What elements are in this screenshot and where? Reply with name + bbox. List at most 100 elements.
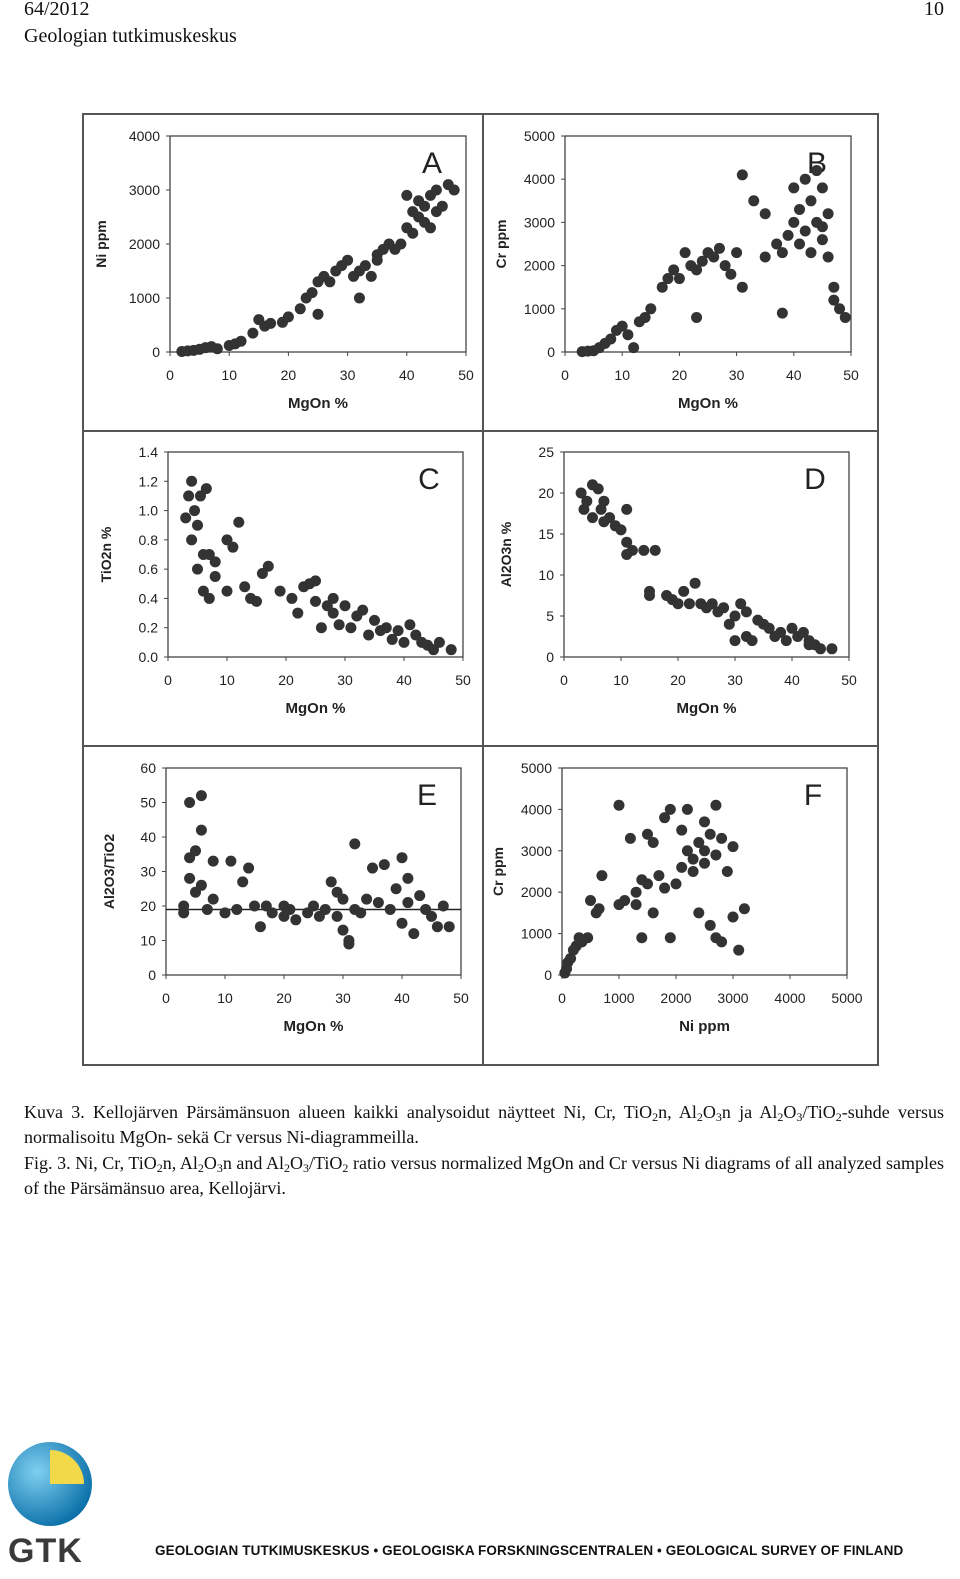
caption-text: Fig. 3. Ni, Cr, TiO — [24, 1153, 157, 1173]
data-point — [725, 268, 737, 280]
data-point — [345, 622, 357, 634]
x-tick-label: 0 — [558, 990, 566, 1006]
data-point — [622, 329, 634, 341]
data-point — [308, 900, 319, 912]
logo-text: GTK — [8, 1532, 83, 1570]
y-tick-label: 5000 — [521, 760, 552, 776]
x-tick-label: 10 — [614, 367, 630, 383]
data-point — [200, 483, 212, 495]
x-tick-label: 20 — [672, 367, 688, 383]
data-point — [759, 251, 771, 263]
data-point — [312, 308, 324, 320]
data-point — [380, 622, 392, 634]
data-point — [763, 622, 775, 634]
data-point — [626, 544, 638, 556]
data-point — [644, 590, 655, 601]
page-number: 10 — [924, 0, 944, 20]
x-axis-label: MgOn % — [288, 395, 348, 412]
data-point — [448, 184, 460, 196]
data-point — [282, 311, 294, 323]
data-point — [699, 857, 710, 869]
x-tick-label: 30 — [727, 672, 743, 688]
data-point — [670, 878, 682, 890]
data-point — [713, 242, 725, 254]
data-point — [565, 952, 577, 964]
data-point — [585, 894, 596, 906]
x-tick-label: 10 — [221, 367, 237, 383]
data-point — [642, 828, 653, 840]
data-point — [404, 619, 416, 631]
caption-text: n ja Al — [721, 1102, 778, 1122]
data-point — [710, 849, 722, 861]
x-tick-label: 10 — [219, 672, 235, 688]
data-point — [190, 845, 201, 857]
data-point — [645, 303, 657, 315]
x-tick-label: 0 — [561, 367, 569, 383]
data-point — [361, 893, 373, 905]
data-point — [794, 203, 806, 215]
data-point — [211, 343, 223, 355]
data-point — [436, 200, 448, 212]
x-tick-label: 2000 — [660, 990, 691, 1006]
y-tick-label: 20 — [538, 485, 554, 501]
data-point — [337, 893, 349, 905]
x-tick-label: 20 — [281, 367, 297, 383]
footer-text: GEOLOGIAN TUTKIMUSKESKUS • GEOLOGISKA FO… — [155, 1543, 904, 1558]
data-point — [834, 303, 846, 315]
y-tick-label: 0.4 — [139, 590, 159, 606]
data-point — [396, 852, 408, 864]
data-point — [731, 247, 743, 259]
data-point — [693, 907, 705, 919]
data-point — [372, 897, 384, 909]
y-tick-label: 1.2 — [139, 473, 159, 489]
subscript: 3 — [303, 1161, 310, 1175]
data-point — [231, 903, 243, 915]
data-point — [221, 534, 233, 546]
data-point — [209, 556, 221, 568]
data-point — [679, 247, 691, 259]
data-point — [575, 487, 587, 499]
data-point — [333, 619, 345, 631]
data-point — [306, 287, 318, 299]
data-point — [445, 644, 457, 656]
data-point — [839, 311, 851, 323]
data-point — [371, 254, 383, 266]
y-tick-label: 1000 — [129, 290, 160, 306]
x-tick-label: 40 — [396, 672, 412, 688]
y-tick-label: 2000 — [129, 236, 160, 252]
data-point — [616, 320, 628, 332]
data-point — [678, 585, 690, 597]
data-point — [822, 251, 834, 263]
data-point — [581, 495, 593, 507]
data-point — [624, 832, 636, 844]
data-point — [782, 229, 794, 241]
data-point — [716, 832, 728, 844]
data-point — [805, 247, 817, 259]
x-tick-label: 30 — [335, 990, 351, 1006]
data-point — [414, 890, 426, 902]
caption-text: n and Al — [222, 1153, 285, 1173]
data-point — [201, 903, 213, 915]
data-point — [402, 897, 414, 909]
data-point — [254, 921, 266, 933]
panel-letter: D — [804, 463, 826, 496]
data-point — [327, 607, 339, 619]
caption-text: O — [783, 1102, 797, 1122]
data-point — [195, 790, 207, 802]
x-tick-label: 40 — [399, 367, 415, 383]
x-axis-label: MgOn % — [286, 700, 346, 717]
data-point — [367, 862, 378, 874]
data-point — [339, 600, 351, 612]
x-tick-label: 50 — [841, 672, 857, 688]
data-point — [776, 307, 788, 319]
data-point — [357, 604, 369, 616]
y-tick-label: 2000 — [521, 884, 552, 900]
data-point — [386, 633, 398, 645]
data-point — [716, 936, 728, 948]
data-point — [278, 900, 290, 912]
data-point — [443, 921, 455, 933]
y-tick-label: 4000 — [129, 128, 160, 144]
data-point — [395, 238, 407, 250]
data-point — [628, 342, 640, 354]
plot-frame — [561, 767, 848, 976]
